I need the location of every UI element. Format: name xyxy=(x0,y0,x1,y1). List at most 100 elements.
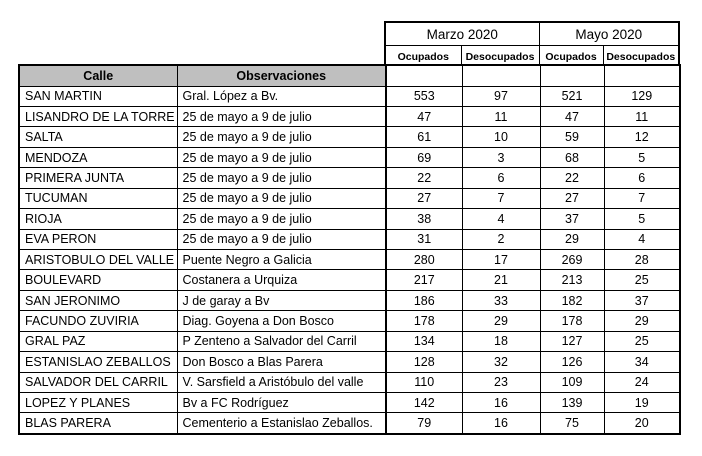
table-row: GRAL PAZ P Zenteno a Salvador del Carril… xyxy=(18,330,681,353)
cell-observaciones: 25 de mayo a 9 de julio xyxy=(176,126,387,148)
cell-calle: GRAL PAZ xyxy=(18,330,178,353)
cell-mayo-ocupados: 213 xyxy=(539,269,605,291)
table-row: LOPEZ Y PLANES Bv a FC Rodríguez 142 16 … xyxy=(18,391,681,414)
cell-marzo-ocupados: 110 xyxy=(385,371,463,393)
subheader-marzo-ocupados: Ocupados xyxy=(384,45,462,69)
cell-marzo-desocupados: 7 xyxy=(461,187,541,210)
cell-calle: BOULEVARD xyxy=(18,269,178,291)
cell-marzo-ocupados: 31 xyxy=(385,228,463,250)
cell-mayo-ocupados: 521 xyxy=(539,85,605,108)
cell-observaciones: J de garay a Bv xyxy=(176,289,387,312)
subheader-row: Ocupados Desocupados Ocupados Desocupado… xyxy=(384,45,680,69)
subheader-mayo-desocupados: Desocupados xyxy=(602,45,680,69)
cell-marzo-ocupados: 142 xyxy=(385,391,463,414)
cell-observaciones: V. Sarsfield a Aristóbulo del valle xyxy=(176,371,387,393)
cell-mayo-desocupados: 20 xyxy=(603,412,681,435)
table-row: MENDOZA 25 de mayo a 9 de julio 69 3 68 … xyxy=(18,146,681,169)
cell-calle: BLAS PARERA xyxy=(18,412,178,435)
cell-marzo-ocupados: 79 xyxy=(385,412,463,435)
cell-observaciones: Diag. Goyena a Don Bosco xyxy=(176,310,387,332)
cell-mayo-ocupados: 47 xyxy=(539,106,605,128)
column-header-observaciones: Observaciones xyxy=(176,64,387,87)
cell-calle: MENDOZA xyxy=(18,146,178,169)
cell-mayo-ocupados: 126 xyxy=(539,351,605,373)
cell-marzo-desocupados: 16 xyxy=(461,391,541,414)
cell-observaciones: Cementerio a Estanislao Zeballos. xyxy=(176,412,387,435)
table-row: PRIMERA JUNTA 25 de mayo a 9 de julio 22… xyxy=(18,167,681,189)
cell-marzo-desocupados: 17 xyxy=(461,248,541,271)
cell-marzo-ocupados: 22 xyxy=(385,167,463,189)
cell-observaciones: P Zenteno a Salvador del Carril xyxy=(176,330,387,353)
column-header-calle: Calle xyxy=(18,64,178,87)
cell-marzo-ocupados: 134 xyxy=(385,330,463,353)
cell-marzo-ocupados: 47 xyxy=(385,106,463,128)
cell-marzo-ocupados: 178 xyxy=(385,310,463,332)
cell-marzo-ocupados: 280 xyxy=(385,248,463,271)
cell-observaciones: Costanera a Urquiza xyxy=(176,269,387,291)
cell-observaciones: 25 de mayo a 9 de julio xyxy=(176,106,387,128)
table-row: RIOJA 25 de mayo a 9 de julio 38 4 37 5 xyxy=(18,208,681,230)
cell-mayo-ocupados: 29 xyxy=(539,228,605,250)
cell-observaciones: Gral. López a Bv. xyxy=(176,85,387,108)
cell-marzo-desocupados: 23 xyxy=(461,371,541,393)
cell-calle: EVA PERON xyxy=(18,228,178,250)
period-header-row: Marzo 2020 Mayo 2020 xyxy=(384,21,680,46)
main-table-body: Calle Observaciones SAN MARTIN Gral. Lóp… xyxy=(18,64,681,435)
cell-mayo-ocupados: 37 xyxy=(539,208,605,230)
cell-calle: ESTANISLAO ZEBALLOS xyxy=(18,351,178,373)
cell-mayo-desocupados: 5 xyxy=(603,146,681,169)
cell-mayo-desocupados: 5 xyxy=(603,208,681,230)
subheader-marzo-desocupados: Desocupados xyxy=(460,45,540,69)
period-header-marzo: Marzo 2020 xyxy=(384,21,540,46)
cell-marzo-ocupados: 38 xyxy=(385,208,463,230)
street-data-table: Calle Observaciones SAN MARTIN Gral. Lóp… xyxy=(18,64,681,435)
cell-marzo-desocupados: 10 xyxy=(461,126,541,148)
cell-mayo-desocupados: 25 xyxy=(603,269,681,291)
cell-mayo-ocupados: 109 xyxy=(539,371,605,393)
cell-calle: TUCUMAN xyxy=(18,187,178,210)
cell-marzo-desocupados: 6 xyxy=(461,167,541,189)
cell-observaciones: 25 de mayo a 9 de julio xyxy=(176,167,387,189)
cell-calle: FACUNDO ZUVIRIA xyxy=(18,310,178,332)
cell-marzo-ocupados: 128 xyxy=(385,351,463,373)
cell-marzo-ocupados: 553 xyxy=(385,85,463,108)
empty-header-cell xyxy=(461,64,541,87)
table-row: LISANDRO DE LA TORRE 25 de mayo a 9 de j… xyxy=(18,106,681,128)
cell-observaciones: 25 de mayo a 9 de julio xyxy=(176,228,387,250)
table-row: SAN MARTIN Gral. López a Bv. 553 97 521 … xyxy=(18,85,681,108)
cell-calle: LISANDRO DE LA TORRE xyxy=(18,106,178,128)
table-row: BOULEVARD Costanera a Urquiza 217 21 213… xyxy=(18,269,681,291)
cell-mayo-desocupados: 11 xyxy=(603,106,681,128)
cell-marzo-desocupados: 97 xyxy=(461,85,541,108)
cell-mayo-desocupados: 25 xyxy=(603,330,681,353)
cell-calle: PRIMERA JUNTA xyxy=(18,167,178,189)
cell-mayo-ocupados: 127 xyxy=(539,330,605,353)
table-row: SAN JERONIMO J de garay a Bv 186 33 182 … xyxy=(18,289,681,312)
table-row: SALTA 25 de mayo a 9 de julio 61 10 59 1… xyxy=(18,126,681,148)
column-header-row: Calle Observaciones xyxy=(18,64,681,87)
cell-mayo-ocupados: 75 xyxy=(539,412,605,435)
cell-mayo-desocupados: 37 xyxy=(603,289,681,312)
table-row: EVA PERON 25 de mayo a 9 de julio 31 2 2… xyxy=(18,228,681,250)
cell-marzo-desocupados: 29 xyxy=(461,310,541,332)
table-row: ARISTOBULO DEL VALLE Puente Negro a Gali… xyxy=(18,248,681,271)
cell-mayo-ocupados: 22 xyxy=(539,167,605,189)
cell-mayo-ocupados: 27 xyxy=(539,187,605,210)
cell-mayo-ocupados: 182 xyxy=(539,289,605,312)
cell-calle: ARISTOBULO DEL VALLE xyxy=(18,248,178,271)
cell-mayo-desocupados: 28 xyxy=(603,248,681,271)
table-row: BLAS PARERA Cementerio a Estanislao Zeba… xyxy=(18,412,681,435)
table-row: TUCUMAN 25 de mayo a 9 de julio 27 7 27 … xyxy=(18,187,681,210)
period-header-table: Marzo 2020 Mayo 2020 Ocupados Desocupado… xyxy=(384,21,681,69)
cell-marzo-ocupados: 217 xyxy=(385,269,463,291)
cell-observaciones: Don Bosco a Blas Parera xyxy=(176,351,387,373)
table-row: FACUNDO ZUVIRIA Diag. Goyena a Don Bosco… xyxy=(18,310,681,332)
cell-marzo-desocupados: 18 xyxy=(461,330,541,353)
cell-calle: SALVADOR DEL CARRIL xyxy=(18,371,178,393)
cell-marzo-desocupados: 33 xyxy=(461,289,541,312)
cell-marzo-desocupados: 21 xyxy=(461,269,541,291)
cell-calle: RIOJA xyxy=(18,208,178,230)
table-row: SALVADOR DEL CARRIL V. Sarsfield a Arist… xyxy=(18,371,681,393)
cell-mayo-ocupados: 59 xyxy=(539,126,605,148)
